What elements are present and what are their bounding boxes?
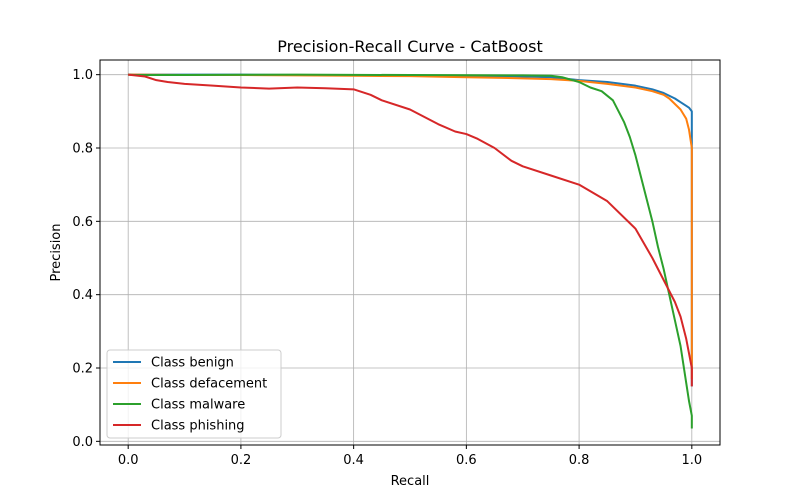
x-tick-label: 0.4: [343, 453, 364, 468]
y-tick-label: 0.6: [72, 215, 93, 230]
y-tick-label: 0.8: [72, 142, 93, 157]
series-line-class-defacement: [128, 73, 693, 379]
legend: Class benign Class defacement Class malwar…: [106, 349, 282, 439]
y-tick-label: 0.4: [72, 288, 93, 303]
legend-label-class-malware: Class malware: [151, 398, 245, 413]
y-tick-label: 0.0: [72, 435, 93, 450]
x-tick-label: 1.0: [681, 453, 702, 468]
series-line-class-phishing: [128, 73, 693, 387]
x-axis-label: Recall: [391, 474, 430, 489]
legend-label-class-defacement: Class defacement: [151, 377, 267, 392]
x-tick-label: 0.0: [118, 453, 139, 468]
x-tick-label: 0.8: [569, 453, 590, 468]
axis-ticks: 0.0 0.2 0.4 0.6 0.8 1.0 0.0 0.2 0.4 0.6 0.8 1.0: [72, 68, 702, 468]
y-tick-label: 1.0: [72, 68, 93, 83]
series-line-class-malware: [128, 73, 693, 429]
legend-label-class-phishing: Class phishing: [151, 419, 245, 434]
y-axis-label: Precision: [49, 223, 64, 281]
y-tick-label: 0.2: [72, 362, 93, 377]
plot-area-frame: [99, 59, 721, 446]
x-tick-label: 0.2: [231, 453, 252, 468]
chart-title: Precision-Recall Curve - CatBoost: [277, 37, 543, 56]
legend-frame: [106, 349, 282, 439]
legend-label-class-benign: Class benign: [151, 356, 234, 371]
x-tick-label: 0.6: [456, 453, 477, 468]
series-lines: [128, 73, 693, 429]
series-line-class-benign: [128, 73, 693, 387]
